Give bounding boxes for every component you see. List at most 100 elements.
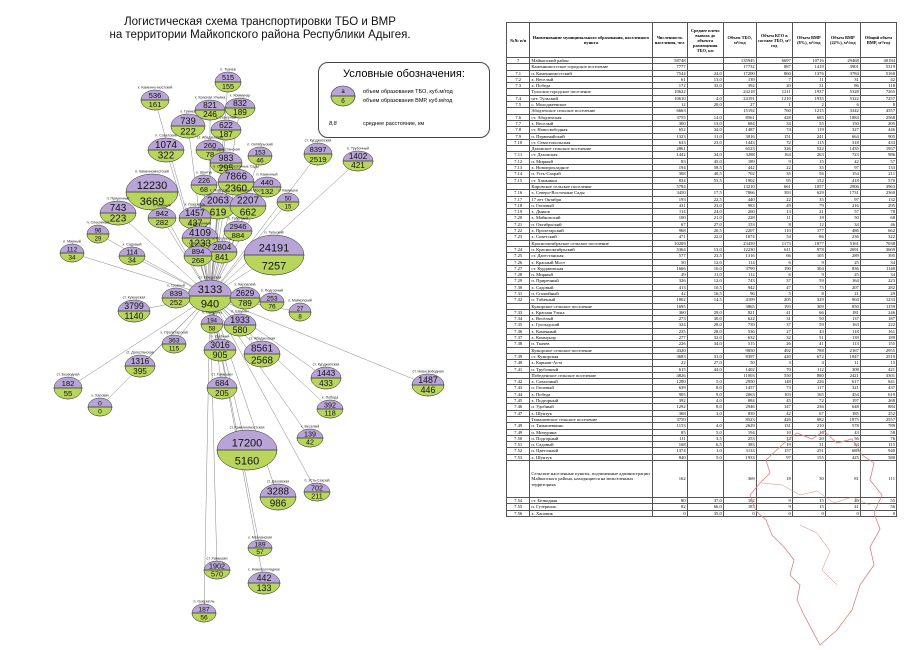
region-outline-map [749, 430, 883, 646]
vmr-half [316, 408, 344, 419]
table-cell: 7.6 [505, 113, 531, 121]
table-row: Тульское городское поселение 10622 24218 12… [505, 88, 898, 96]
table-cell [505, 302, 531, 310]
table-cell: 147 [755, 403, 793, 411]
table-row: 7.56 х. Хаповик 0 35,0 0 0 0 0 0 [505, 509, 898, 517]
settlement-label: п. Октябрьский [247, 143, 272, 147]
settlement-label: х. Шунтук [196, 171, 212, 175]
vmr-value: 57 [256, 549, 264, 556]
table-row: 7.4 пгт. Тульский 10610 4,0 24191 1210 1935 532… [505, 94, 898, 103]
table-cell: 860 [755, 69, 793, 77]
vmr-half [247, 155, 273, 166]
table-cell: 268 [859, 397, 898, 405]
table-cell: 70 [755, 365, 793, 373]
table-cell: 5,0 [686, 453, 724, 462]
vmr-half [259, 301, 285, 312]
table-cell: 7.31 [505, 289, 531, 298]
tbo-value: 983 [219, 153, 234, 163]
settlement-label: п. Северо-Восточные Сады [213, 165, 259, 169]
vmr-half [252, 186, 282, 198]
tbo-value: 253 [266, 295, 277, 302]
vmr-half [194, 109, 226, 121]
table-cell: 6 [755, 271, 793, 279]
vmr-half [161, 343, 187, 354]
table-row: 7 Майкопский район 58748 135945 6697 10716 294… [505, 56, 898, 65]
table-row: 7.34 х. Весёлый 273 30,0 622 31 50 137 187 [505, 315, 898, 323]
table-cell: 0 [755, 509, 793, 517]
settlement-label: п. Приречный [107, 197, 130, 201]
table-cell: 2557 [859, 415, 898, 424]
vmr-half [223, 324, 257, 337]
vmr-value: 1140 [125, 311, 144, 321]
table-cell: 760 [755, 107, 793, 115]
vmr-half [147, 149, 185, 163]
table-row: 7.26 х. Красный Мост 50 12,0 114 6 9 25 34 [505, 258, 898, 266]
table-cell: 1210 [755, 94, 793, 103]
table-cell: 7.15 [505, 176, 531, 184]
vmr-value: 2360 [225, 183, 247, 194]
table-cell: 7.54 [505, 496, 531, 505]
table-header-cell: №№ п/п [505, 22, 531, 58]
table-cell [505, 63, 531, 71]
table-cell: 7.50 [505, 434, 531, 443]
table-cell: 10,5 [686, 283, 724, 292]
table-cell: 20 [755, 82, 793, 90]
vmr-half [247, 547, 273, 557]
table-cell [686, 460, 724, 498]
table-cell: 7.11 [505, 151, 531, 159]
table-cell: 162 [651, 460, 688, 498]
settlement-node: 27 8 х. Майкопский [288, 299, 312, 322]
vmr-half [59, 252, 85, 263]
settlement-label: х. Коммунар [230, 94, 251, 98]
table-cell: 7.47 [505, 409, 531, 417]
tbo-value: 12230 [137, 180, 168, 192]
table-cell: 7.52 [505, 447, 531, 455]
tbo-value: 702 [311, 484, 323, 492]
settlement-label: ст. Даховская [267, 480, 290, 484]
table-cell: 37,0 [686, 496, 724, 505]
table-row: 7.10 ст. Севастопольская 633 23,0 1443 72 115 3… [505, 138, 898, 147]
tbo-value: 2207 [237, 196, 259, 207]
vmr-value: 282 [156, 218, 169, 227]
table-cell: 884 [859, 403, 898, 411]
vmr-value: 268 [192, 256, 205, 265]
settlement-node: 17200 5160 ст. Каменномостская [216, 426, 278, 471]
tbo-value: 189 [254, 542, 265, 549]
table-cell: 31,0 [686, 352, 724, 361]
table-cell: 47 [755, 283, 793, 292]
vmr-half [147, 217, 177, 229]
vmr-value: 7257 [262, 260, 286, 272]
tbo-value: 515 [222, 74, 234, 82]
route-line [209, 295, 327, 379]
settlement-label: ст. Дагестанская [126, 351, 154, 355]
route-line [99, 295, 211, 408]
tbo-value: 112 [67, 246, 78, 253]
tbo-value: 8561 [251, 344, 273, 355]
table-cell-name: Сельские населенные пункты, подчиненные … [529, 460, 653, 498]
vmr-half [243, 353, 281, 368]
settlement-label: х. Северный [216, 116, 237, 120]
vmr-value: 8 [298, 314, 302, 320]
vmr-half [99, 212, 137, 226]
settlement-label: п. Каменномостский [135, 170, 169, 174]
tbo-value: 153 [254, 149, 265, 156]
table-header-cell: Объем ТБО, м³/год [722, 22, 757, 58]
table-header-cell: Объем ВМР (8%), м³/год [791, 22, 826, 58]
settlement-label: п. Советский [155, 134, 176, 138]
vmr-half [124, 365, 156, 378]
table-cell: 7.38 [505, 340, 531, 348]
tbo-value: 182 [62, 379, 75, 388]
table-cell [686, 302, 724, 310]
tbo-value: 194 [207, 318, 218, 324]
table-cell: 7.49 [505, 428, 531, 436]
